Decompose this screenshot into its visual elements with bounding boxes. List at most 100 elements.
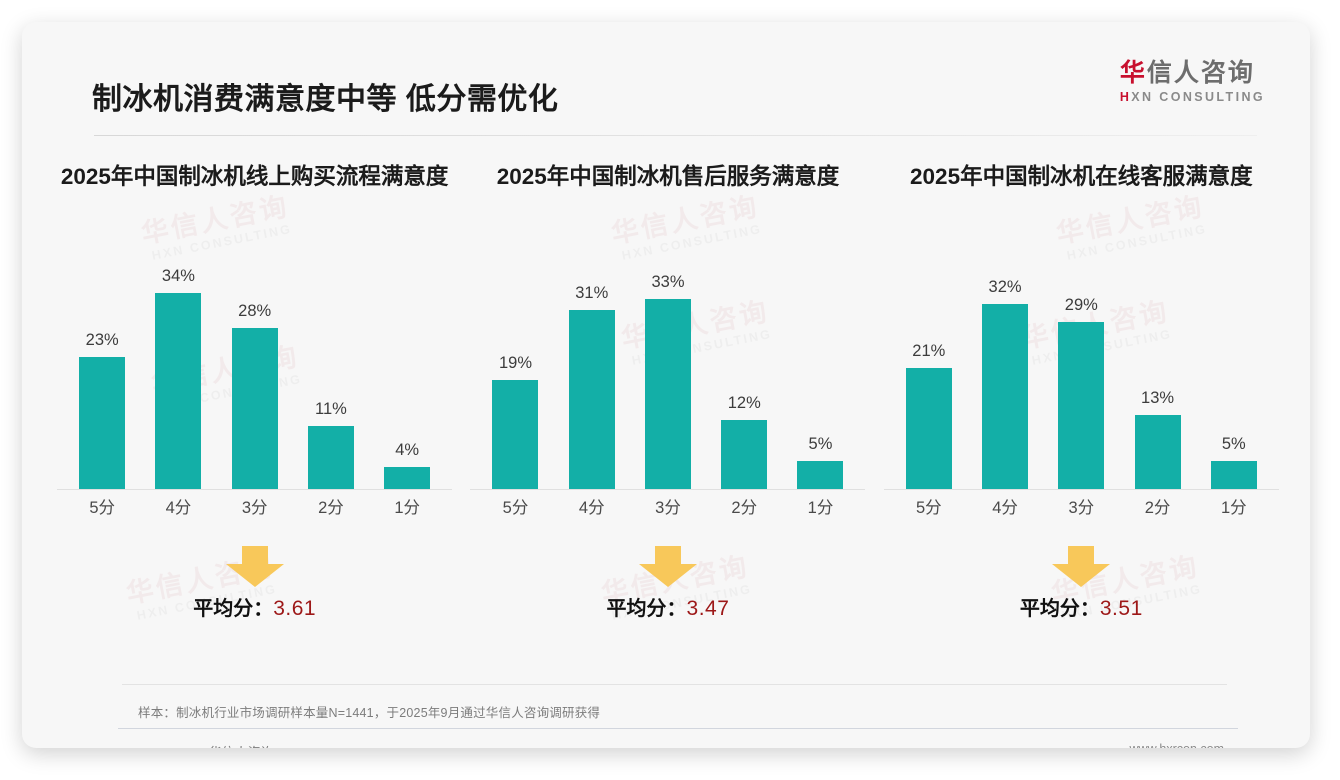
bar-value-label: 5%	[808, 435, 833, 453]
x-tick-label: 1分	[394, 499, 420, 517]
bar-value-label: 32%	[988, 278, 1022, 297]
bar	[721, 420, 768, 490]
bar-slot: 5%	[785, 258, 855, 490]
average-score-1: 平均分：3.61	[193, 592, 316, 621]
chart-title-1: 2025年中国制冰机线上购买流程满意度	[60, 164, 449, 189]
slide-canvas: 华信人咨询 HXN CONSULTING 华信人咨询 HXN CONSULTIN…	[22, 22, 1310, 748]
bar-chart-1: 23% 34% 28% 11%	[57, 258, 453, 520]
average-value: 3.47	[686, 597, 730, 620]
bar-chart-2: 19% 31% 33% 12%	[470, 258, 866, 520]
footnote-divider	[122, 684, 1227, 685]
x-axis-line	[883, 489, 1279, 490]
bar-value-label: 29%	[1064, 295, 1098, 314]
bar	[307, 426, 354, 490]
logo-chinese-text: 华信人咨询	[1120, 60, 1265, 86]
x-tick-label: 4分	[165, 499, 192, 517]
bar	[568, 310, 615, 490]
average-score-3: 平均分：3.51	[1020, 592, 1143, 621]
copyright-text: ©2025.11 HXR华信人咨询	[122, 742, 274, 748]
average-label: 平均分：	[1019, 598, 1100, 620]
x-axis-line	[57, 489, 453, 490]
bar-slot: 31%	[557, 258, 627, 490]
bar-value-label: 13%	[1141, 388, 1175, 407]
bar	[905, 368, 952, 490]
average-label: 平均分：	[193, 598, 274, 620]
footer-divider	[118, 728, 1238, 729]
page-title: 制冰机消费满意度中等 低分需优化	[92, 83, 559, 116]
bar-slot: 33%	[633, 258, 703, 490]
x-axis-labels-2: 5分 4分 3分 2分 1分	[480, 492, 855, 520]
chart-title-3: 2025年中国制冰机在线客服满意度	[910, 164, 1253, 189]
bar	[79, 356, 126, 490]
bar-slot: 4%	[372, 258, 442, 490]
bar-value-label: 31%	[575, 284, 609, 303]
average-label: 平均分：	[606, 598, 687, 620]
website-link[interactable]: www.hxrcon.com	[1130, 742, 1224, 748]
bar-value-label: 21%	[912, 342, 946, 361]
x-tick-label: 3分	[655, 499, 681, 517]
bar-value-label: 5%	[1221, 435, 1246, 453]
bar-slot: 23%	[67, 258, 137, 490]
bar	[231, 327, 278, 490]
sample-note: 样本：制冰机行业市场调研样本量N=1441，于2025年9月通过华信人咨询调研获…	[138, 706, 601, 720]
bar	[1210, 461, 1257, 490]
bar	[644, 298, 691, 490]
bar-value-label: 33%	[651, 272, 685, 291]
bar-slot: 21%	[894, 258, 964, 490]
x-tick-label: 3分	[1068, 499, 1095, 517]
chart-panel-3: 2025年中国制冰机在线客服满意度 21% 32% 29%	[875, 162, 1288, 662]
down-arrow-icon	[638, 546, 697, 587]
logo-rest-chars: 信人咨询	[1146, 59, 1255, 87]
bar	[1134, 414, 1181, 490]
down-arrow-icon	[1052, 546, 1111, 587]
chart-panel-1: 2025年中国制冰机线上购买流程满意度 23% 34% 28%	[48, 162, 461, 662]
x-tick-label: 5分	[89, 499, 115, 517]
bar-value-label: 28%	[238, 301, 272, 320]
average-value: 3.61	[273, 597, 317, 620]
bar-group-2: 19% 31% 33% 12%	[480, 258, 855, 490]
bar-slot: 19%	[480, 258, 550, 490]
bar-value-label: 34%	[161, 266, 195, 285]
bar-group-3: 21% 32% 29% 13%	[894, 258, 1269, 490]
slide-footer: ©2025.11 HXR华信人咨询 www.hxrcon.com	[22, 736, 1310, 748]
x-axis-labels-3: 5分 4分 3分 2分 1分	[894, 492, 1269, 520]
bar	[982, 304, 1029, 490]
bar-slot: 34%	[143, 258, 213, 490]
x-tick-label: 5分	[915, 499, 942, 517]
logo-accent-char: 华	[1119, 59, 1147, 87]
x-tick-label: 2分	[731, 499, 758, 517]
bar-slot: 32%	[970, 258, 1040, 490]
chart-panel-2: 2025年中国制冰机售后服务满意度 19% 31% 33%	[461, 162, 874, 662]
average-block-2: 平均分：3.47	[470, 546, 865, 632]
average-block-3: 平均分：3.51	[884, 546, 1279, 632]
bar	[492, 379, 539, 490]
x-tick-label: 1分	[1220, 499, 1247, 517]
x-axis-labels-1: 5分 4分 3分 2分 1分	[67, 492, 442, 520]
down-arrow-icon	[225, 546, 284, 587]
chart-title-2: 2025年中国制冰机售后服务满意度	[496, 164, 840, 189]
average-value: 3.51	[1099, 597, 1143, 620]
bar-slot: 5%	[1199, 258, 1269, 490]
bar-value-label: 12%	[727, 394, 761, 413]
x-tick-label: 1分	[807, 499, 834, 517]
slide-header: 制冰机消费满意度中等 低分需优化 华信人咨询 HXN CONSULTING	[22, 22, 1310, 116]
bar-slot: 28%	[220, 258, 290, 490]
charts-row: 2025年中国制冰机线上购买流程满意度 23% 34% 28%	[48, 162, 1288, 662]
bar	[155, 292, 202, 490]
x-tick-label: 4分	[578, 499, 605, 517]
bar-value-label: 11%	[315, 400, 347, 419]
bar	[797, 461, 844, 490]
bar-slot: 11%	[296, 258, 366, 490]
x-tick-label: 3分	[241, 499, 268, 517]
bar-slot: 13%	[1123, 258, 1193, 490]
header-divider	[94, 135, 1257, 136]
brand-logo: 华信人咨询 HXN CONSULTING	[1120, 60, 1265, 104]
bar	[1058, 321, 1105, 490]
bar-slot: 12%	[709, 258, 779, 490]
x-tick-label: 4分	[992, 499, 1018, 517]
x-tick-label: 2分	[1144, 499, 1171, 517]
bar-value-label: 23%	[85, 330, 119, 349]
bar-group-1: 23% 34% 28% 11%	[67, 258, 442, 490]
x-axis-line	[470, 489, 866, 490]
average-score-2: 平均分：3.47	[607, 592, 730, 621]
